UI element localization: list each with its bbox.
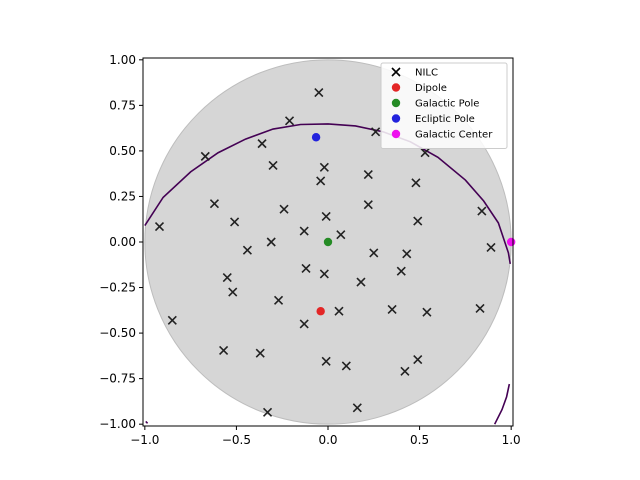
legend-marker-galactic-center xyxy=(391,129,401,139)
dipole-point xyxy=(316,307,325,316)
legend-marker-nilc xyxy=(391,67,401,77)
nilc-point xyxy=(262,407,273,417)
y-tick-label: 1.00 xyxy=(109,53,136,67)
nilc-point xyxy=(387,304,397,314)
nilc-point xyxy=(396,266,406,276)
legend-marker-ecliptic-pole xyxy=(391,114,401,123)
nilc-point xyxy=(167,315,177,325)
nilc-point xyxy=(316,176,326,186)
nilc-point xyxy=(363,200,373,210)
points-layer xyxy=(154,88,516,417)
series-galactic-center xyxy=(506,237,516,247)
nilc-point xyxy=(475,303,485,314)
y-tick-label: 0.25 xyxy=(109,189,136,203)
legend-label: Galactic Pole xyxy=(415,99,479,110)
nilc-point xyxy=(273,295,284,305)
nilc-point xyxy=(486,242,496,253)
nilc-point xyxy=(341,361,351,371)
galactic-center-point xyxy=(506,237,516,247)
y-tick-label: −0.75 xyxy=(99,372,136,386)
series-galactic-pole xyxy=(323,237,333,247)
y-tick-label: 0.00 xyxy=(109,235,136,249)
legend-label: Dipole xyxy=(415,83,447,94)
legend-label: NILC xyxy=(415,68,438,79)
nilc-point xyxy=(319,269,329,279)
y-tick-label: −0.25 xyxy=(99,281,136,295)
nilc-point xyxy=(222,272,232,283)
legend-marker-dipole xyxy=(391,83,401,92)
nilc-point xyxy=(402,249,412,259)
nilc-point xyxy=(255,348,265,358)
y-tick-label: 0.75 xyxy=(109,98,136,112)
nilc-point xyxy=(228,287,238,297)
nilc-point xyxy=(371,127,381,137)
series-ecliptic-pole xyxy=(311,133,321,142)
legend-label: Galactic Center xyxy=(415,130,493,141)
nilc-point xyxy=(352,403,362,413)
nilc-point xyxy=(299,319,309,329)
nilc-point xyxy=(321,211,331,222)
nilc-point xyxy=(266,237,276,247)
nilc-point xyxy=(422,307,432,317)
nilc-point xyxy=(321,356,331,366)
x-tick-label: −1.0 xyxy=(130,433,159,447)
nilc-point xyxy=(420,148,430,158)
nilc-point xyxy=(200,151,210,161)
nilc-point xyxy=(279,204,289,214)
nilc-point xyxy=(299,226,309,236)
nilc-point xyxy=(363,170,373,180)
y-tick-label: 0.50 xyxy=(109,144,136,158)
nilc-point xyxy=(477,206,487,216)
nilc-point xyxy=(356,277,366,287)
nilc-point xyxy=(411,178,421,188)
nilc-point xyxy=(154,221,165,232)
nilc-point xyxy=(314,88,324,98)
nilc-point xyxy=(242,245,252,255)
legend-box xyxy=(380,62,508,149)
nilc-point xyxy=(413,354,423,365)
nilc-point xyxy=(400,366,410,376)
legend-marker-galactic-pole xyxy=(391,98,401,108)
ticks-layer: −1.0 −0.5 0.0 0.5 1.0 −1.00 −0.75 −0.50 −0.25 0.0… xyxy=(99,53,520,447)
nilc-point xyxy=(319,162,329,172)
x-tick-label: 1.0 xyxy=(502,433,521,447)
legend: NILC Dipole Galactic Pole Ecliptic Pole Gala… xyxy=(380,62,508,149)
nilc-point xyxy=(209,199,220,209)
nilc-point xyxy=(219,345,229,355)
ecliptic-pole-point xyxy=(311,133,321,142)
series-dipole xyxy=(316,307,325,316)
nilc-point xyxy=(301,263,311,273)
nilc-point xyxy=(257,139,267,149)
nilc-point xyxy=(369,248,379,258)
y-tick-label: −1.00 xyxy=(99,417,136,431)
contour-curve xyxy=(145,420,149,424)
y-tick-label: −0.50 xyxy=(99,326,136,340)
nilc-point xyxy=(413,216,423,226)
nilc-point xyxy=(334,306,344,316)
x-tick-label: 0.0 xyxy=(318,433,337,447)
nilc-point xyxy=(336,230,346,240)
nilc-point xyxy=(268,160,278,171)
series-nilc xyxy=(154,88,496,417)
legend-label: Ecliptic Pole xyxy=(415,114,475,125)
contour-curve xyxy=(493,383,511,425)
galactic-pole-point xyxy=(323,237,333,247)
x-tick-label: 0.5 xyxy=(410,433,429,447)
nilc-point xyxy=(284,116,295,126)
x-tick-label: −0.5 xyxy=(222,433,251,447)
nilc-point xyxy=(230,217,240,227)
